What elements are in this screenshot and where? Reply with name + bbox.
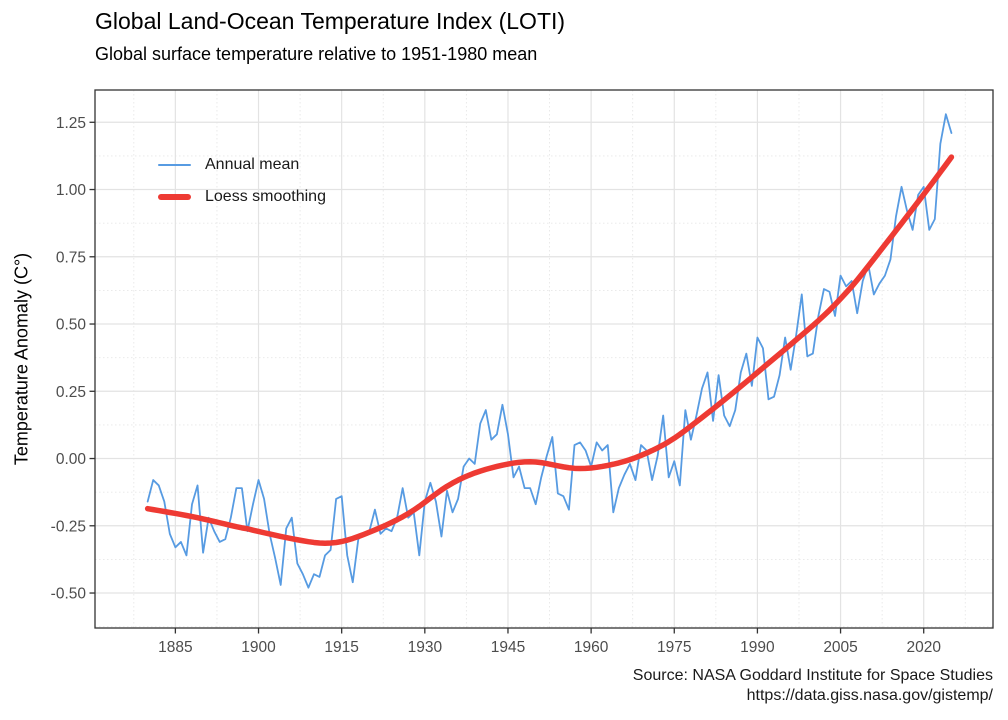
x-tick-label: 1885 bbox=[158, 639, 192, 656]
y-tick-label: 1.00 bbox=[56, 182, 87, 199]
x-tick-label: 2020 bbox=[906, 639, 941, 656]
legend: Annual mean Loess smoothing bbox=[158, 149, 326, 213]
annual-mean-line-icon bbox=[158, 164, 191, 166]
legend-item-annual-mean: Annual mean bbox=[158, 149, 326, 181]
x-tick-label: 1975 bbox=[657, 639, 691, 656]
loess-line-icon bbox=[158, 194, 191, 200]
x-tick-label: 1945 bbox=[491, 639, 525, 656]
y-tick-label: -0.25 bbox=[51, 518, 86, 535]
x-tick-label: 2005 bbox=[823, 639, 857, 656]
chart-subtitle: Global surface temperature relative to 1… bbox=[95, 44, 538, 64]
caption-source: Source: NASA Goddard Institute for Space… bbox=[632, 667, 993, 684]
chart-title: Global Land-Ocean Temperature Index (LOT… bbox=[95, 8, 566, 34]
panel-background bbox=[95, 90, 993, 628]
x-tick-label: 1990 bbox=[740, 639, 775, 656]
x-tick-label: 1915 bbox=[324, 639, 358, 656]
panel-border bbox=[94, 89, 994, 629]
y-tick-label: 0.75 bbox=[56, 249, 86, 266]
caption-url: https://data.giss.nasa.gov/gistemp/ bbox=[746, 687, 993, 704]
y-tick-label: 0.50 bbox=[56, 317, 87, 334]
y-tick-label: 0.00 bbox=[56, 451, 87, 468]
x-tick-label: 1960 bbox=[574, 639, 609, 656]
legend-label-annual-mean: Annual mean bbox=[205, 156, 300, 173]
x-tick-label: 1930 bbox=[408, 639, 443, 656]
caption: Source: NASA Goddard Institute for Space… bbox=[633, 666, 993, 706]
y-tick-label: 0.25 bbox=[56, 384, 86, 401]
x-tick-label: 1900 bbox=[241, 639, 276, 656]
y-tick-label: -0.50 bbox=[51, 586, 87, 603]
loess-smoothing-line bbox=[144, 154, 955, 546]
y-tick-label: 1.25 bbox=[56, 115, 86, 132]
legend-label-loess: Loess smoothing bbox=[205, 188, 326, 205]
legend-item-loess: Loess smoothing bbox=[158, 181, 326, 213]
